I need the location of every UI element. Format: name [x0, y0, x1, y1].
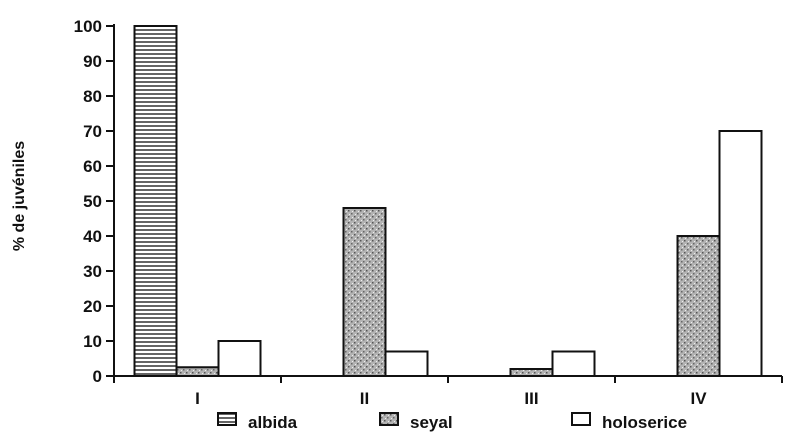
bar-seyal-II [342, 207, 387, 377]
bar-seyal-I [175, 366, 220, 377]
y-axis: 0 10 20 30 40 50 60 70 80 90 100 [74, 17, 115, 386]
bars [133, 25, 763, 377]
legend: albida seyal holoserice [217, 412, 687, 432]
x-axis [113, 375, 783, 383]
x-tick-label: I [195, 389, 200, 408]
x-tick-label: IV [690, 389, 707, 408]
bar-holoserice-I [217, 340, 262, 377]
bar-seyal-III [509, 368, 554, 377]
bar-holoserice-IV [718, 130, 763, 377]
legend-item-albida: albida [217, 412, 298, 432]
y-tick-label: 70 [83, 122, 102, 141]
y-tick-label: 10 [83, 332, 102, 351]
y-tick-label: 90 [83, 52, 102, 71]
legend-item-holoserice: holoserice [571, 412, 687, 432]
x-tick-label: III [524, 389, 538, 408]
bar-holoserice-II [384, 350, 429, 377]
y-axis-title: % de juvéniles [11, 141, 28, 251]
legend-swatch [379, 412, 399, 426]
y-tick-label: 80 [83, 87, 102, 106]
legend-label: holoserice [602, 413, 687, 432]
x-tick-label: II [360, 389, 369, 408]
y-tick-label: 0 [93, 367, 102, 386]
y-tick-label: 60 [83, 157, 102, 176]
bar-seyal-IV [676, 235, 721, 377]
legend-label: seyal [410, 413, 453, 432]
legend-swatch [217, 412, 237, 426]
y-tick-label: 50 [83, 192, 102, 211]
y-tick-label: 20 [83, 297, 102, 316]
bar-albida-I [133, 25, 178, 377]
y-tick-label: 40 [83, 227, 102, 246]
legend-label: albida [248, 413, 298, 432]
bar-holoserice-III [551, 350, 596, 377]
y-tick-label: 100 [74, 17, 102, 36]
legend-swatch [571, 412, 591, 426]
x-tick-labels: I II III IV [195, 389, 707, 408]
y-tick-label: 30 [83, 262, 102, 281]
legend-item-seyal: seyal [379, 412, 453, 432]
